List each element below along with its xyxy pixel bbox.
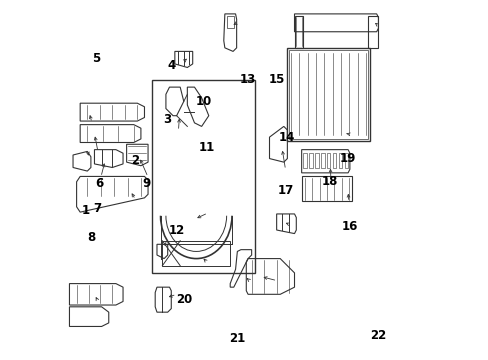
Bar: [151, 80, 255, 273]
Bar: [287, 48, 369, 141]
Bar: [288, 50, 367, 139]
Bar: [162, 241, 230, 266]
Bar: [332, 153, 336, 168]
Bar: [315, 153, 318, 168]
Bar: [303, 153, 306, 168]
Bar: [326, 153, 330, 168]
Text: 13: 13: [240, 73, 256, 86]
Text: 6: 6: [96, 177, 104, 190]
Text: 21: 21: [229, 333, 245, 346]
Text: 9: 9: [142, 177, 150, 190]
Text: 14: 14: [279, 131, 295, 144]
Text: 16: 16: [341, 220, 357, 233]
Text: 4: 4: [167, 59, 175, 72]
Text: 1: 1: [81, 204, 89, 217]
Text: 18: 18: [322, 175, 338, 188]
Text: 19: 19: [339, 152, 356, 165]
Text: 17: 17: [277, 184, 293, 197]
Text: 20: 20: [175, 293, 191, 306]
Bar: [338, 153, 342, 168]
Text: 3: 3: [163, 113, 171, 126]
Bar: [321, 153, 324, 168]
Text: 11: 11: [199, 141, 215, 154]
Text: 12: 12: [168, 224, 184, 237]
Text: 15: 15: [268, 73, 284, 86]
Bar: [344, 153, 347, 168]
Text: 8: 8: [86, 231, 95, 244]
Text: 22: 22: [369, 329, 386, 342]
Text: 10: 10: [195, 95, 211, 108]
Bar: [226, 16, 233, 28]
Text: 7: 7: [93, 202, 101, 215]
Text: 2: 2: [131, 154, 140, 167]
Bar: [309, 153, 312, 168]
Text: 5: 5: [92, 52, 100, 65]
